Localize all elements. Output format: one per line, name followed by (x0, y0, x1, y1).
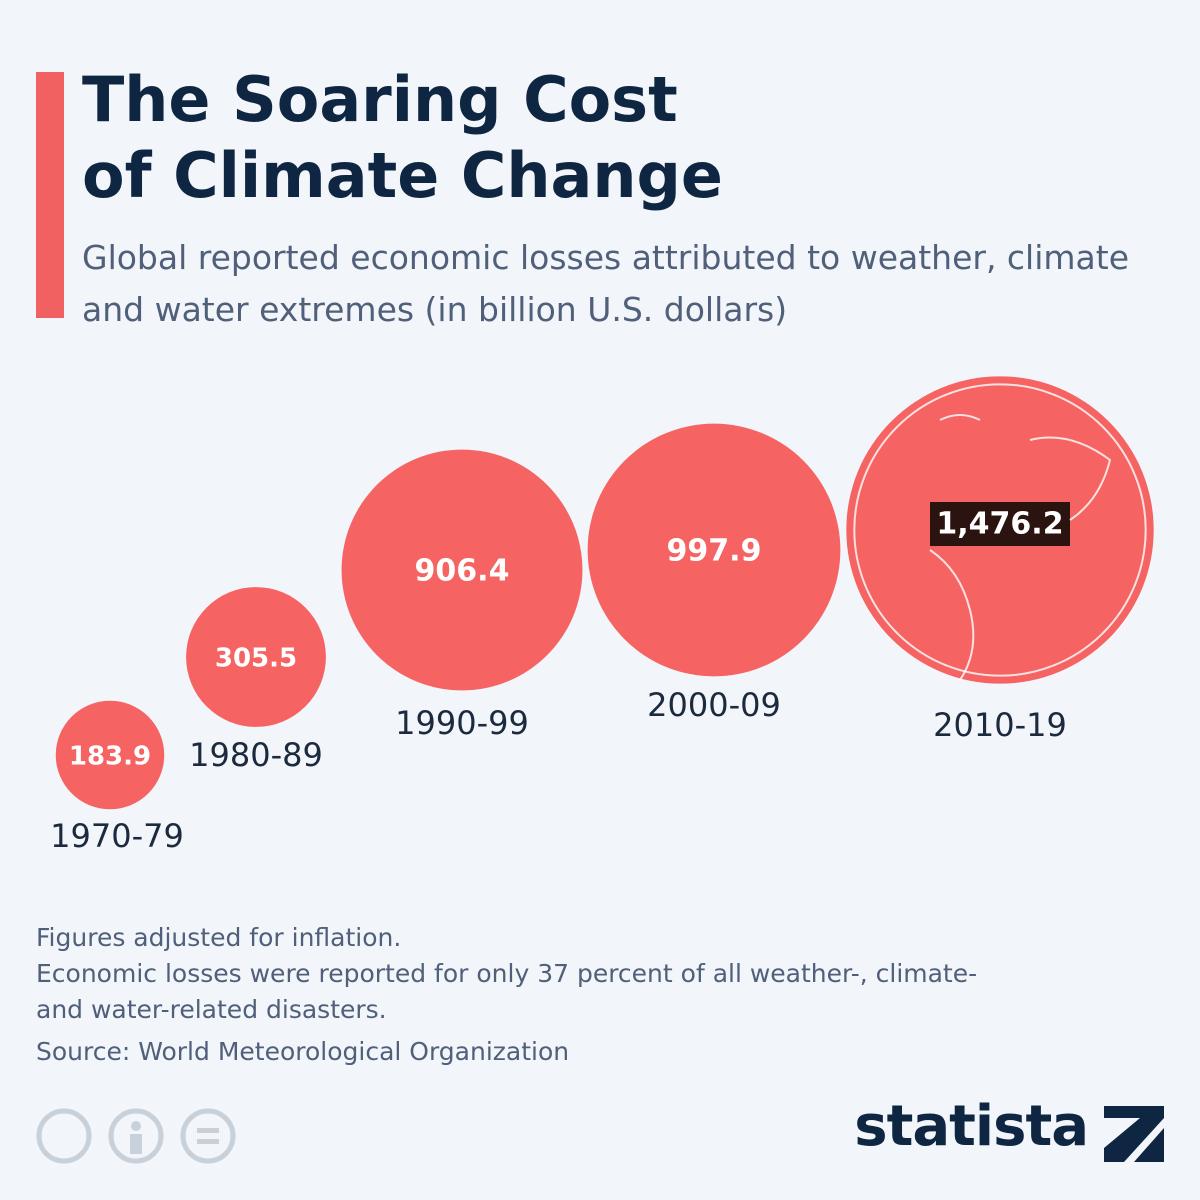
icon (197, 1128, 219, 1133)
bubble (587, 423, 841, 677)
notes: Figures adjusted for inflation. Economic… (36, 920, 986, 1070)
value-label-box (930, 502, 1070, 546)
source: Source: World Meteorological Organizatio… (36, 1037, 570, 1066)
note: Figures adjusted for inflation. (36, 923, 402, 952)
value-label: 1,476.2 (936, 507, 1063, 542)
icon (197, 1139, 219, 1144)
icon (1104, 1106, 1164, 1162)
accent-bar (36, 72, 64, 318)
bubble (341, 449, 583, 691)
icon (54, 1130, 74, 1142)
brand-icon (1104, 1106, 1164, 1162)
bubble (55, 700, 165, 810)
value-label: 305.5 (215, 644, 297, 674)
value-label: 906.4 (415, 554, 510, 589)
chart-subtitle: Global reported economic losses attribut… (82, 238, 1130, 329)
icon (130, 1134, 142, 1154)
category-label: 1980-89 (189, 736, 323, 774)
value-label: 997.9 (667, 534, 762, 569)
icon (131, 1121, 141, 1131)
category-label: 1990-99 (395, 704, 529, 742)
note: Economic losses were reported for only 3… (36, 959, 978, 1024)
chart-title: The Soaring Cost of Climate Change (82, 63, 723, 212)
bubble (186, 587, 326, 727)
category-label: 2010-19 (933, 706, 1067, 744)
icon (1134, 1128, 1164, 1162)
brand-logo: statista (854, 1094, 1089, 1159)
globe-outline (853, 383, 1147, 677)
category-label: 1970-79 (50, 817, 184, 855)
icon (108, 1108, 164, 1164)
value-label: 183.9 (69, 742, 151, 772)
category-label: 2000-09 (647, 686, 781, 724)
license-icons (36, 1108, 236, 1164)
chart: 183.9 1970-79 305.5 1980-89 906.4 1990-99 997.… (50, 376, 1154, 855)
icon (36, 1108, 92, 1164)
icon (180, 1108, 236, 1164)
globe-continent (929, 414, 1112, 681)
